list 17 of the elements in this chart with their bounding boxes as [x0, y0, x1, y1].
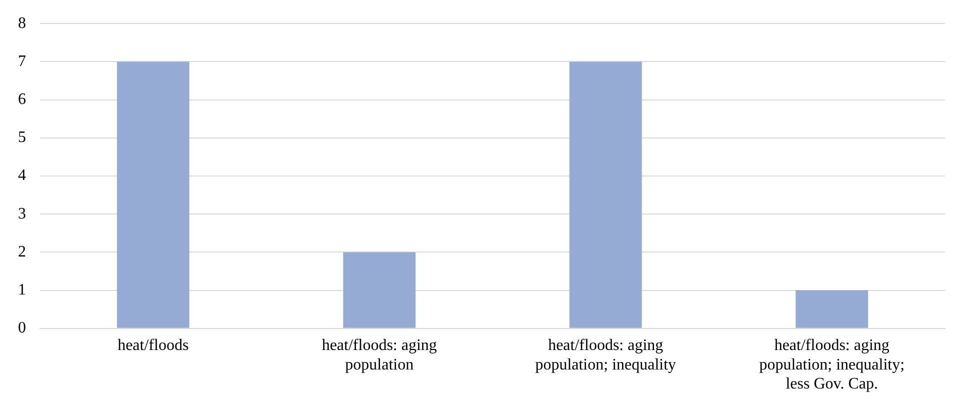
bar — [343, 252, 416, 328]
y-tick-label: 4 — [18, 167, 26, 184]
bar — [569, 62, 642, 328]
x-tick-label: heat/floods — [118, 337, 189, 354]
y-tick-label: 1 — [18, 282, 26, 299]
x-tick-label: heat/floods: aging population — [322, 337, 437, 374]
y-tick-label: 8 — [18, 14, 26, 32]
y-tick-label: 0 — [18, 320, 26, 337]
y-tick-label: 2 — [18, 243, 26, 260]
y-tick-label: 3 — [18, 205, 26, 222]
y-tick-label: 7 — [18, 52, 26, 70]
x-tick-label: heat/floods: aging population; inequality — [535, 337, 676, 374]
bar — [796, 290, 868, 328]
bar — [116, 62, 190, 328]
y-tick-label: 5 — [18, 129, 26, 146]
x-tick-label: heat/floods: aging population; inequality; less Gov. Cap. — [759, 337, 905, 393]
y-tick-label: 6 — [18, 91, 26, 108]
